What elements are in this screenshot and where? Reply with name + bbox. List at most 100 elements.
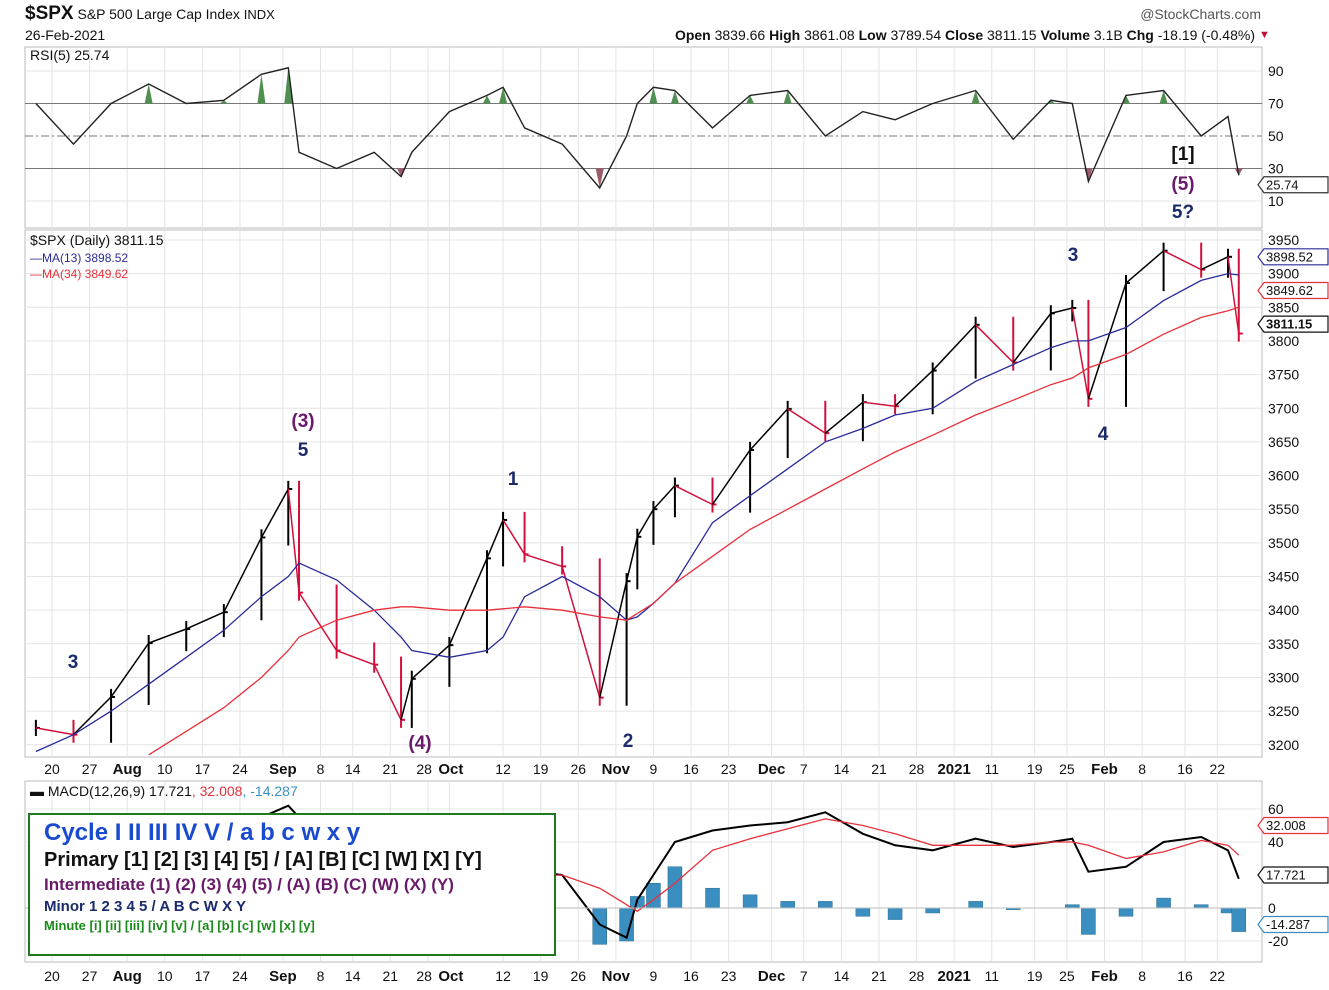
x-tick-label: Dec <box>758 968 786 985</box>
x-tick-label: 21 <box>383 761 399 777</box>
x-tick-label: 12 <box>495 761 511 777</box>
rsi-oversold-fill <box>595 168 604 188</box>
price-tick-label: 3550 <box>1268 501 1299 517</box>
x-tick-label: Sep <box>269 761 297 778</box>
macd-tick-label: 40 <box>1268 834 1284 850</box>
macd-histogram-bar <box>780 901 795 909</box>
ma13-line <box>35 272 1239 753</box>
price-segment <box>148 628 187 644</box>
price-segment <box>824 401 864 434</box>
macd-title: ▬ MACD(12,26,9) 17.721, 32.008, -14.287 <box>30 783 298 799</box>
panel-rsi <box>24 46 1263 229</box>
rsi-overbought-fill <box>257 74 266 104</box>
ma34-value: 3849.62 <box>1266 283 1313 298</box>
price-segment <box>411 644 450 680</box>
x-tick-label: Nov <box>602 761 631 778</box>
x-tick-label: Aug <box>113 968 142 985</box>
x-tick-label: 2021 <box>937 761 970 778</box>
x-tick-label: 26 <box>570 761 586 777</box>
macd-title-hist: , -14.287 <box>242 783 297 799</box>
rsi-overbought-fill <box>783 90 792 104</box>
price-tick-label: 3900 <box>1268 266 1299 282</box>
rsi-overbought-fill <box>482 95 491 104</box>
price-segment <box>223 537 263 613</box>
legend-primary: Primary [1] [2] [3] [4] [5] / [A] [B] [C… <box>44 849 482 871</box>
price-segment <box>1163 250 1202 271</box>
index-name: S&P 500 Large Cap Index <box>77 6 240 22</box>
x-tick-label: 2021 <box>937 968 970 985</box>
wave-label: 5? <box>1172 202 1194 223</box>
legend-minute: Minute [i] [ii] [iii] [iv] [v] / [a] [b]… <box>44 918 315 933</box>
x-tick-label: 20 <box>44 761 60 777</box>
rsi-title: RSI(5) 25.74 <box>30 47 110 63</box>
low-label: Low <box>858 27 887 43</box>
ma34-legend: —MA(34) 3849.62 <box>30 267 128 281</box>
chg-value: -18.19 (-0.48%) <box>1157 27 1255 43</box>
price-segment <box>373 664 402 721</box>
price-tick-label: 3800 <box>1268 333 1299 349</box>
price-tick-label: 3600 <box>1268 468 1299 484</box>
legend-cycle: Cycle I II III IV V / a b c w x y <box>44 819 361 846</box>
price-tick-label: 3650 <box>1268 434 1299 450</box>
wave-label: 1 <box>508 469 519 490</box>
x-tick-label: Feb <box>1091 968 1118 985</box>
price-segment <box>185 611 225 630</box>
price-segment <box>711 449 751 505</box>
macd-histogram-bar <box>968 901 983 909</box>
x-tick-label: 28 <box>909 761 925 777</box>
x-tick-label: Dec <box>758 761 786 778</box>
macd-histogram-bar <box>887 907 903 920</box>
x-tick-label: 7 <box>800 761 808 777</box>
price-segment <box>400 678 413 721</box>
x-tick-label: 11 <box>984 761 999 777</box>
price-tick-label: 3300 <box>1268 669 1299 685</box>
macd-line <box>35 804 1240 940</box>
x-tick-label: 9 <box>650 968 658 984</box>
rsi-tick-label: 10 <box>1268 193 1284 209</box>
ma13-value-box <box>1257 248 1329 266</box>
rsi-tick-label: 90 <box>1268 63 1284 79</box>
price-segment <box>652 485 676 510</box>
wave-label: 2 <box>623 731 634 752</box>
rsi-overbought-fill <box>144 84 153 104</box>
exchange: INDX <box>243 7 275 22</box>
x-tick-label: 28 <box>909 968 925 984</box>
price-tick-label: 3850 <box>1268 299 1299 315</box>
price-segment <box>35 727 74 736</box>
x-tick-label: Nov <box>602 968 631 985</box>
macd-histogram-bar <box>705 887 720 909</box>
macd-value-box <box>1257 866 1329 884</box>
signal-value: 32.008 <box>1266 818 1306 833</box>
macd-tick-label: 0 <box>1268 900 1276 916</box>
wave-label: (5) <box>1171 174 1194 195</box>
price-tick-label: 3200 <box>1268 737 1299 753</box>
x-tick-label: 26 <box>570 968 586 984</box>
legend-minor: Minor 1 2 3 4 5 / A B C W X Y <box>44 898 246 915</box>
price-segment <box>599 581 628 698</box>
x-tick-label: 9 <box>650 761 658 777</box>
price-tick-label: 3750 <box>1268 367 1299 383</box>
macd-tick-label: -20 <box>1268 933 1288 949</box>
x-tick-label: 22 <box>1210 968 1226 984</box>
price-segment <box>287 488 300 593</box>
hist-value-box <box>1257 915 1329 934</box>
price-segment <box>787 408 826 434</box>
x-tick-label: 19 <box>533 968 549 984</box>
macd-title-signal: , 32.008 <box>192 783 243 799</box>
x-tick-label: 8 <box>1138 968 1146 984</box>
x-tick-label: 23 <box>721 968 737 984</box>
x-tick-label: 10 <box>157 761 173 777</box>
rsi-overbought-fill <box>649 87 658 104</box>
x-tick-label: 16 <box>1177 968 1193 984</box>
x-tick-label: 17 <box>195 761 211 777</box>
close-value: 3811.15 <box>1266 317 1312 332</box>
close-value-box <box>1257 315 1329 333</box>
wave-label: [1] <box>1171 144 1194 165</box>
symbol: $SPX <box>25 3 74 24</box>
x-tick-label: 8 <box>1138 761 1146 777</box>
x-tick-label: 21 <box>383 968 399 984</box>
rsi-overbought-fill <box>284 67 293 104</box>
x-tick-label: 25 <box>1059 761 1075 777</box>
x-tick-label: 14 <box>345 968 361 984</box>
price-segment <box>502 519 526 555</box>
